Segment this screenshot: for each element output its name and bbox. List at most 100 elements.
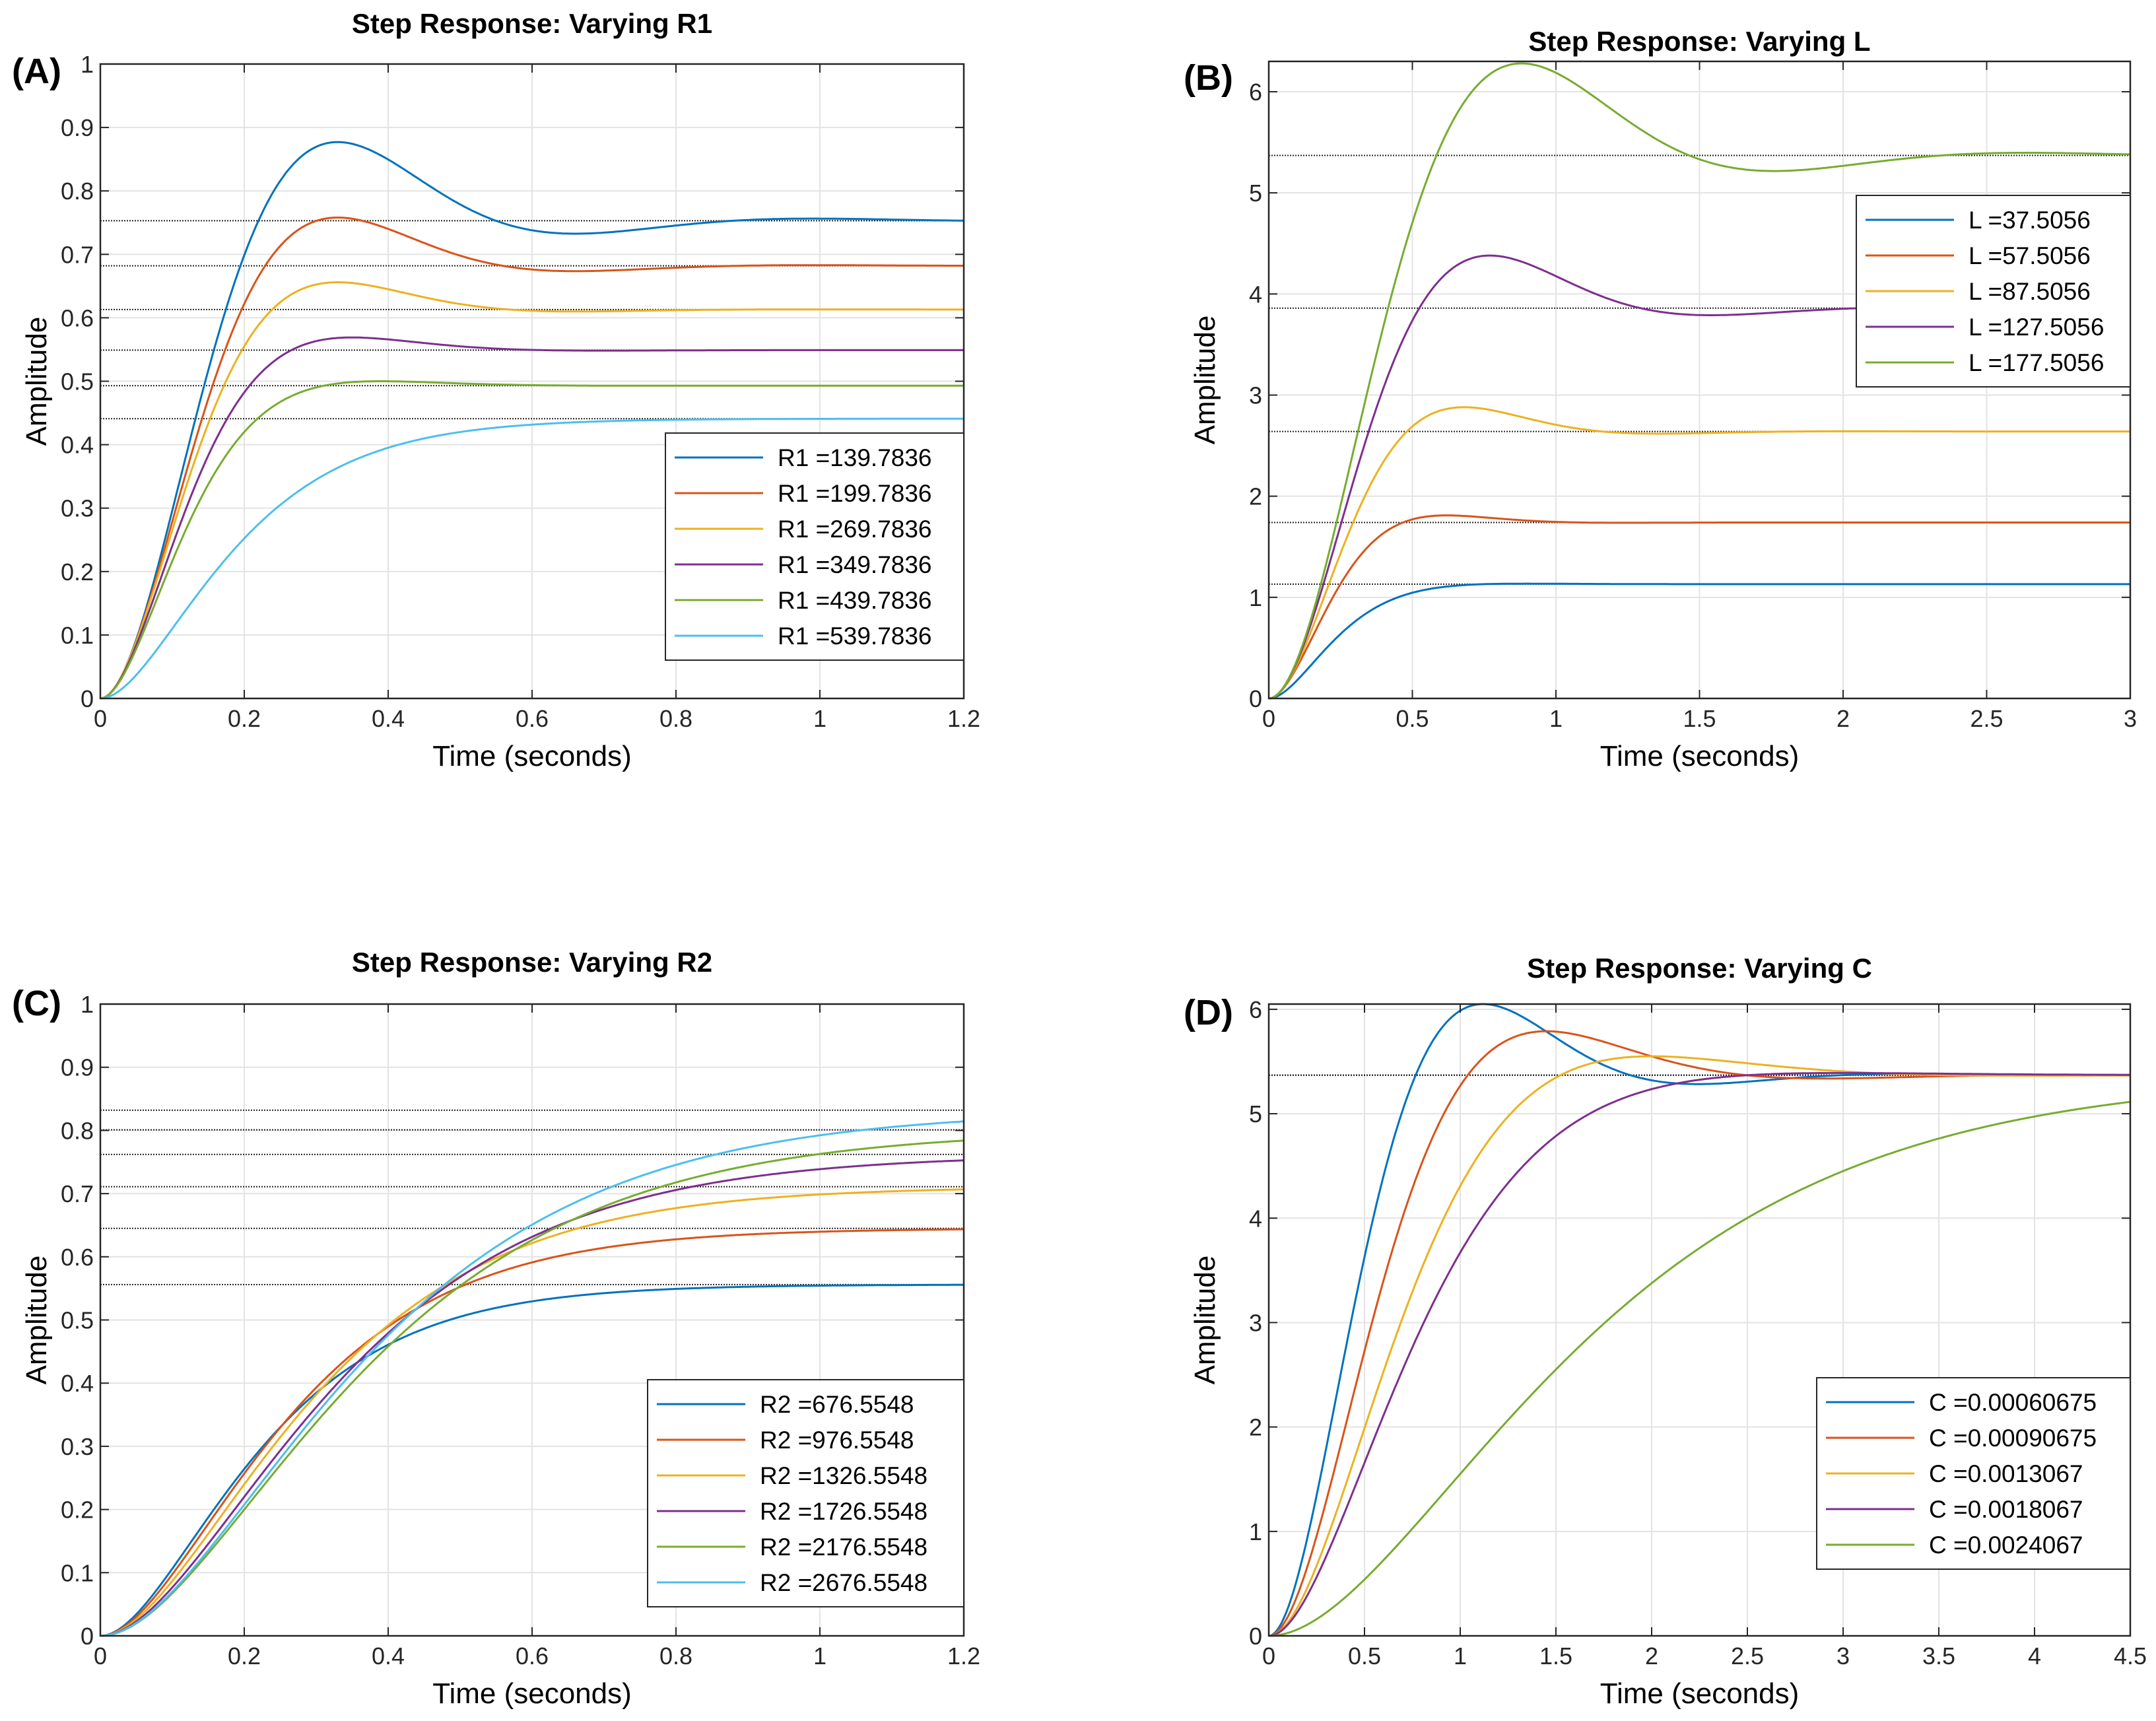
- series-line: [100, 1159, 964, 1637]
- x-axis-label: Time (seconds): [1600, 1677, 1800, 1710]
- y-tick-label: 0.4: [61, 1370, 94, 1397]
- chart-panel-1: 0 0.2 0.4 0.6 0.8 1 1.2 0 0.1 0.2 0.3 0.4 0.5 0.6 0.7 0…: [12, 8, 980, 772]
- chart-panel-4: 0 0.5 1 1.5 2 2.5 3 3.5 4 4.5 0 1 2 3 4 5 6 Step Response…: [1184, 953, 2147, 1710]
- series-line: [100, 141, 964, 700]
- x-tick-label: 2: [1645, 1642, 1658, 1670]
- y-tick-label: 0: [81, 1623, 94, 1650]
- series-line: [1268, 514, 2130, 700]
- series-line: [100, 217, 964, 700]
- legend-entry: R2 =676.5548: [760, 1391, 914, 1418]
- series-line: [100, 1120, 964, 1637]
- series-line: [100, 281, 964, 700]
- x-tick-label: 3: [2124, 705, 2137, 732]
- y-tick-label: 5: [1249, 180, 1262, 207]
- y-tick-label: 0.4: [61, 432, 94, 459]
- y-tick-label: 0.6: [61, 304, 94, 331]
- legend-box: [647, 1379, 964, 1607]
- x-tick-label: 0: [1262, 705, 1275, 732]
- y-tick-label: 0.6: [61, 1244, 94, 1271]
- y-tick-label: 1: [1249, 584, 1262, 611]
- x-tick-label: 0.6: [516, 705, 549, 732]
- chart-title: Step Response: Varying R2: [352, 947, 712, 978]
- y-tick-label: 0.9: [61, 1054, 94, 1081]
- legend-entry: R1 =139.7836: [778, 444, 932, 471]
- panel-label: (C): [12, 984, 61, 1023]
- legend: R1 =139.7836 R1 =199.7836 R1 =269.7836 R1 =…: [665, 432, 964, 661]
- x-axis-label: Time (seconds): [432, 740, 632, 772]
- y-tick-label: 4: [1249, 1205, 1262, 1232]
- y-tick-label: 0.3: [61, 1433, 94, 1460]
- panel-label: (B): [1184, 58, 1233, 98]
- y-tick-label: 3: [1249, 382, 1262, 409]
- panel-label: (A): [12, 51, 61, 91]
- x-tick-label: 0.8: [659, 705, 692, 732]
- legend-entry: C =0.0024067: [1929, 1532, 2083, 1559]
- x-tick-label: 0: [94, 705, 107, 732]
- legend: R2 =676.5548 R2 =976.5548 R2 =1326.5548 R2 …: [647, 1379, 964, 1607]
- legend-entry: R1 =269.7836: [778, 516, 932, 543]
- series-line: [100, 1188, 964, 1637]
- series-line: [1268, 1071, 2130, 1637]
- x-tick-label: 0.4: [372, 705, 405, 732]
- x-tick-label: 0.6: [516, 1642, 549, 1670]
- legend-entry: R2 =1326.5548: [760, 1462, 927, 1489]
- y-tick-label: 1: [81, 51, 94, 78]
- legend-entry: C =0.0018067: [1929, 1496, 2083, 1523]
- x-tick-label: 4.5: [2114, 1642, 2147, 1670]
- y-tick-label: 0.5: [61, 368, 94, 395]
- x-tick-label: 1.5: [1683, 705, 1716, 732]
- y-tick-label: 6: [1249, 79, 1262, 106]
- y-tick-label: 5: [1249, 1100, 1262, 1128]
- y-tick-label: 0.7: [61, 1180, 94, 1207]
- x-tick-label: 2.5: [1970, 705, 2003, 732]
- x-tick-label: 3.5: [1922, 1642, 1955, 1670]
- y-tick-label: 0: [1249, 1623, 1262, 1650]
- legend-entry: L =177.5056: [1969, 349, 2104, 376]
- y-axis-label: Amplitude: [1189, 1256, 1221, 1385]
- x-tick-label: 2.5: [1731, 1642, 1764, 1670]
- legend-entry: L =57.5056: [1969, 242, 2091, 269]
- y-tick-label: 2: [1249, 483, 1262, 510]
- legend-box: [665, 432, 964, 661]
- y-tick-label: 0.8: [61, 1117, 94, 1144]
- panel-label: (D): [1184, 993, 1233, 1032]
- y-tick-label: 0: [1249, 685, 1262, 712]
- y-tick-label: 0.3: [61, 495, 94, 522]
- series-line: [1268, 1100, 2131, 1637]
- series-line: [100, 1283, 964, 1637]
- legend-entry: C =0.00060675: [1929, 1389, 2097, 1416]
- x-tick-label: 1: [1549, 705, 1563, 732]
- series-line: [1268, 62, 2131, 700]
- x-tick-label: 1.2: [947, 1642, 980, 1670]
- series-line: [100, 1228, 964, 1637]
- x-tick-label: 2: [1836, 705, 1850, 732]
- x-tick-label: 4: [2028, 1642, 2041, 1670]
- legend-entry: L =37.5056: [1969, 207, 2091, 234]
- y-tick-label: 0.2: [61, 1497, 94, 1524]
- x-tick-label: 3: [1836, 1642, 1850, 1670]
- x-tick-label: 1: [1454, 1642, 1467, 1670]
- legend-entry: R2 =2176.5548: [760, 1534, 927, 1561]
- y-tick-label: 6: [1249, 996, 1262, 1023]
- x-tick-label: 1.2: [947, 705, 980, 732]
- legend-entry: R2 =1726.5548: [760, 1498, 927, 1525]
- y-tick-label: 0.1: [61, 622, 94, 649]
- legend-entry: R2 =976.5548: [760, 1427, 914, 1454]
- chart-title: Step Response: Varying L: [1528, 26, 1870, 57]
- y-tick-label: 0: [81, 685, 94, 712]
- legend-entry: C =0.0013067: [1929, 1460, 2083, 1487]
- y-tick-label: 0.2: [61, 558, 94, 586]
- legend-entry: C =0.00090675: [1929, 1425, 2097, 1452]
- x-tick-label: 1: [813, 1642, 826, 1670]
- legend-entry: R1 =439.7836: [778, 587, 932, 614]
- series-line: [1268, 406, 2130, 700]
- series-line: [100, 1139, 964, 1637]
- x-axis-label: Time (seconds): [1600, 740, 1800, 772]
- legend: L =37.5056 L =57.5056 L =87.5056 L =127.505…: [1856, 195, 2131, 388]
- series-line: [100, 380, 964, 700]
- legend: C =0.00060675 C =0.00090675 C =0.0013067 C …: [1816, 1377, 2131, 1570]
- legend-entry: L =127.5056: [1969, 314, 2104, 341]
- series-line: [1268, 582, 2130, 700]
- y-axis-label: Amplitude: [20, 1256, 53, 1385]
- y-axis-label: Amplitude: [1189, 316, 1221, 445]
